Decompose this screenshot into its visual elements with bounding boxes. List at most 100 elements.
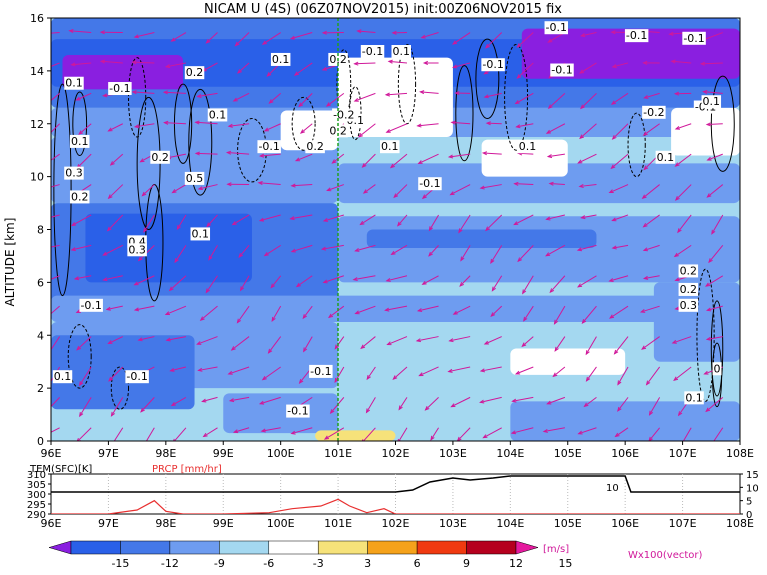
colorbar-bin-2 [169,540,220,555]
contour-label-29: -0.2 [333,108,354,121]
wind-vector-93 [225,150,250,155]
wind-vector-146 [354,244,376,252]
wind-vector-249 [580,92,597,110]
wind-vector-156 [392,366,408,380]
wind-vector-228 [553,305,566,325]
wind-vector-277 [643,92,660,99]
wind-vector-100 [261,366,281,381]
wind-vector-159 [385,275,408,282]
wind-vector-16 [78,366,92,387]
wind-vector-151 [353,92,376,102]
surface-xtick-label-12: 108E [726,517,754,530]
main-ytick-label-1: 2 [37,382,44,395]
wind-vector-55 [133,32,155,39]
wind-vector-305 [702,89,723,94]
contour-7 [67,324,92,389]
contour-label-18: 0.2 [71,190,89,203]
contour-label-25: 0.2 [680,264,698,277]
wind-vector-101 [267,336,282,354]
wind-vector-3 [51,336,61,353]
wind-vector-215 [522,275,534,295]
wind-vector-233 [546,153,565,159]
contour-label-11: 0.1 [71,135,89,148]
surface-xtick-label-1: 97E [98,517,119,530]
wind-vector-161 [396,214,408,227]
wind-vector-262 [611,123,629,140]
shaded-region-14 [223,393,339,434]
wind-vector-75 [205,275,218,294]
wind-vector-105 [258,214,281,222]
temperature-line [51,475,740,493]
wind-vector-21 [70,214,92,227]
surface-xtick-label-2: 98E [155,517,176,530]
contour-label-38: 0.3 [680,299,698,312]
wind-vector-168 [430,427,439,441]
wind-vector-89 [239,275,250,292]
wind-vector-231 [545,214,565,221]
main-y-axis: 0 2 4 6 8 10 12 14 16 [30,12,51,448]
wind-vector-143 [360,336,376,350]
wind-vector-29 [110,397,124,417]
contour-1 [72,91,88,156]
wind-vector-116 [302,305,313,320]
wind-vector-126 [323,427,345,440]
wind-vector-209 [485,32,503,49]
wind-vector-302 [706,184,724,198]
main-xtick-label-5: 101E [324,447,352,460]
wind-vector-269 [641,336,660,350]
colorbar-tick-label-7: 9 [463,557,470,570]
shaded-region-15 [510,401,740,441]
wind-vector-181 [420,32,439,39]
wind-vector-268 [645,366,661,386]
wind-vector-286 [673,244,692,258]
contour-13 [475,38,500,119]
shaded-region-21 [510,348,626,375]
main-ytick-label-5: 10 [30,171,44,184]
surface-xtick-label-0: 96E [41,517,62,530]
contour-16 [710,75,735,172]
surface-left-tick-label-1: 305 [27,480,46,491]
colorbar-tick-label-1: -12 [161,557,179,570]
wind-vector-158 [384,305,408,312]
wind-vector-103 [270,275,282,289]
colorbar-tick-label-6: 6 [414,557,421,570]
wind-vector-190 [449,184,471,196]
wind-vector-210 [510,427,534,435]
colorbar-bin-3 [219,540,270,555]
wind-vector-291 [673,91,692,96]
wind-vector-70 [202,427,218,438]
wind-vector-239 [583,396,597,408]
main-ytick-label-4: 8 [37,224,44,237]
wind-vector-123 [298,92,313,108]
colorbar-tick-label-0: -15 [111,557,129,570]
wind-vector-267 [648,397,661,416]
wind-vector-270 [639,305,660,313]
shaded-region-5 [51,136,339,204]
wind-vector-171 [415,336,439,343]
surface-xtick-label-4: 100E [267,517,295,530]
wind-vector-167 [391,30,407,35]
wind-vector-193 [454,91,471,96]
wind-vector-124 [293,62,313,76]
contour-14 [504,43,529,151]
wind-vector-257 [608,275,629,283]
wind-vector-13 [51,32,60,34]
colorbar-right-triangle [515,540,539,555]
wind-vector-42 [145,427,155,441]
wind-vector-56 [173,427,187,441]
wind-vector-108 [263,123,281,132]
wind-vector-67 [162,90,186,95]
wind-vector-180 [422,60,439,65]
wind-vector-303 [706,153,723,161]
wind-vector-174 [428,245,439,257]
wind-vector-260 [608,184,629,194]
wind-vector-66 [163,120,186,125]
wind-vector-183 [450,396,471,408]
wind-vector-205 [481,151,502,156]
main-xtick-label-6: 102E [382,447,410,460]
main-xtick-label-2: 98E [155,447,176,460]
surface-right-tick-label-2: 5 [746,497,752,508]
wind-vector-112 [290,427,313,435]
wind-vector-282 [673,366,692,382]
